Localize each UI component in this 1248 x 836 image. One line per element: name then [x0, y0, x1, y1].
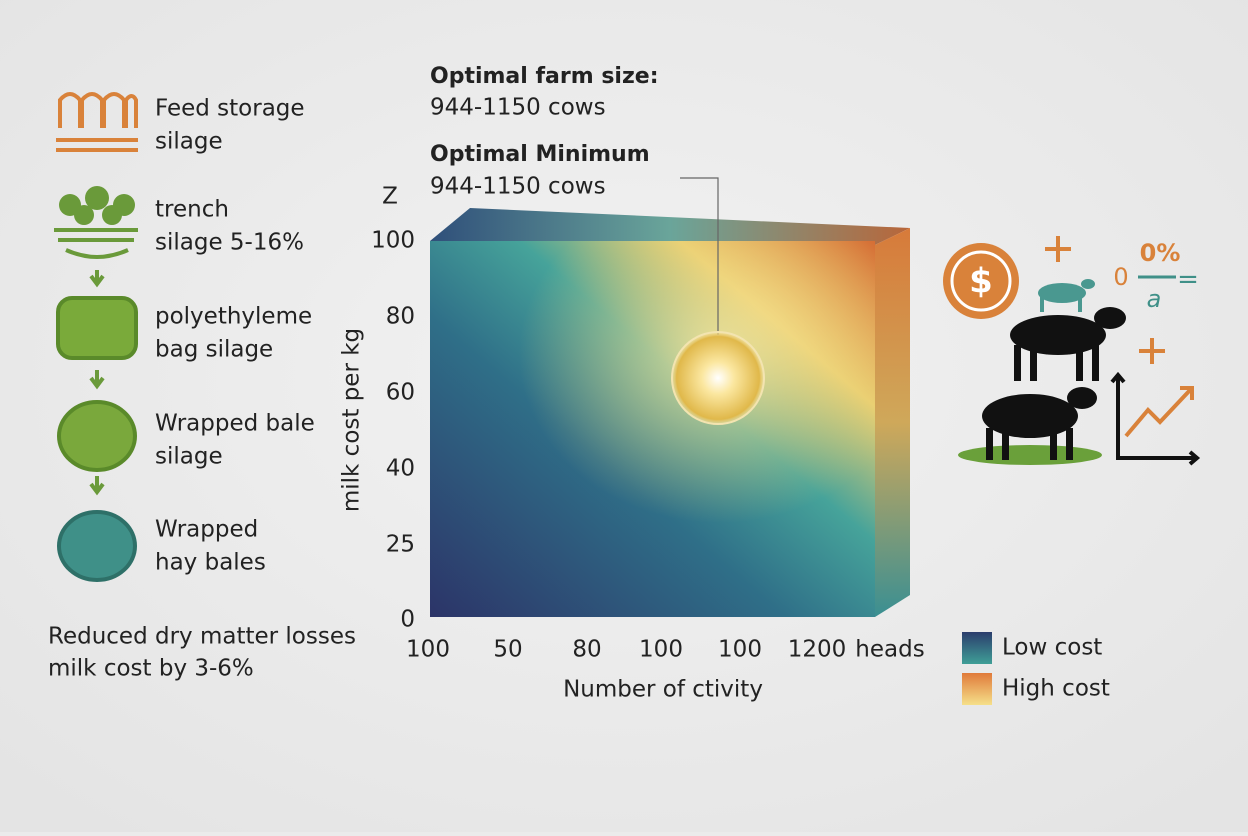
- formula: =: [1177, 265, 1199, 295]
- dollar-sign: $: [969, 262, 993, 302]
- step-labels: Feed storage silage trench silage 5-16% …: [48, 96, 356, 682]
- legend-swatch: [962, 673, 992, 705]
- y-label: milk cost per kg: [339, 328, 365, 512]
- x-unit: heads: [855, 637, 924, 663]
- cost-surface: [430, 177, 910, 617]
- x-tick-label: 100: [718, 637, 762, 663]
- step-label: hay bales: [155, 550, 266, 576]
- step-label: bag silage: [155, 337, 273, 363]
- step-label: Wrapped: [155, 517, 258, 543]
- step-label: silage 5-16%: [155, 230, 304, 256]
- legend: Low cost High cost: [962, 632, 1110, 705]
- x-tick-label: 50: [493, 637, 522, 663]
- y-tick-label: 60: [386, 380, 415, 406]
- legend-swatch: [962, 632, 992, 664]
- note: Reduced dry matter losses: [48, 624, 356, 650]
- formula: 0%: [1140, 239, 1181, 267]
- annotation-text: 944-1150 cows: [430, 174, 606, 200]
- step-label: silage: [155, 129, 223, 155]
- annotation-title: Optimal Minimum: [430, 142, 650, 167]
- formula: 0: [1113, 263, 1128, 291]
- y-tick-label: 80: [386, 304, 415, 330]
- step-icons: [54, 92, 138, 582]
- z-label: Z: [382, 184, 398, 210]
- x-tick-label: 80: [572, 637, 601, 663]
- step-label: silage: [155, 444, 223, 470]
- y-tick-label: 100: [371, 228, 415, 254]
- x-tick-label: 100: [639, 637, 683, 663]
- x-tick-label: 100: [406, 637, 450, 663]
- economy-icons: $ 0% 0 a =: [943, 236, 1201, 466]
- optimum-marker: [671, 331, 765, 425]
- x-tick-label: 1200: [788, 637, 847, 663]
- annotation-title: Optimal farm size:: [430, 64, 659, 89]
- legend-label: High cost: [1002, 676, 1110, 702]
- x-label: Number of ctivity: [563, 677, 763, 703]
- step-label: Feed storage: [155, 96, 305, 122]
- y-tick-label: 0: [400, 607, 415, 633]
- step-label: Wrapped bale: [155, 411, 315, 437]
- annotation-text: 944-1150 cows: [430, 95, 606, 121]
- step-label: polyethyleme: [155, 304, 312, 330]
- y-tick-label: 25: [386, 532, 415, 558]
- formula: a: [1147, 285, 1162, 313]
- note: milk cost by 3-6%: [48, 656, 254, 682]
- axes: Z milk cost per kg 100 80 60 40 25 0 100…: [339, 184, 925, 703]
- step-label: trench: [155, 197, 229, 223]
- y-tick-label: 40: [386, 456, 415, 482]
- legend-label: Low cost: [1002, 635, 1102, 661]
